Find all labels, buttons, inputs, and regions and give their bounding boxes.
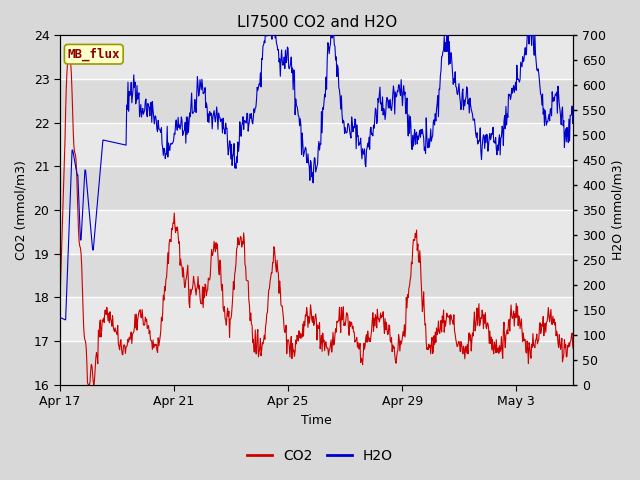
Y-axis label: H2O (mmol/m3): H2O (mmol/m3) (612, 160, 625, 260)
Text: MB_flux: MB_flux (68, 48, 120, 61)
X-axis label: Time: Time (301, 414, 332, 427)
Bar (60, 341, 573, 384)
Bar (60, 79, 573, 123)
Title: LI7500 CO2 and H2O: LI7500 CO2 and H2O (237, 15, 397, 30)
Bar (60, 166, 573, 210)
Legend: CO2, H2O: CO2, H2O (242, 443, 398, 468)
Bar (60, 253, 573, 297)
Y-axis label: CO2 (mmol/m3): CO2 (mmol/m3) (15, 160, 28, 260)
